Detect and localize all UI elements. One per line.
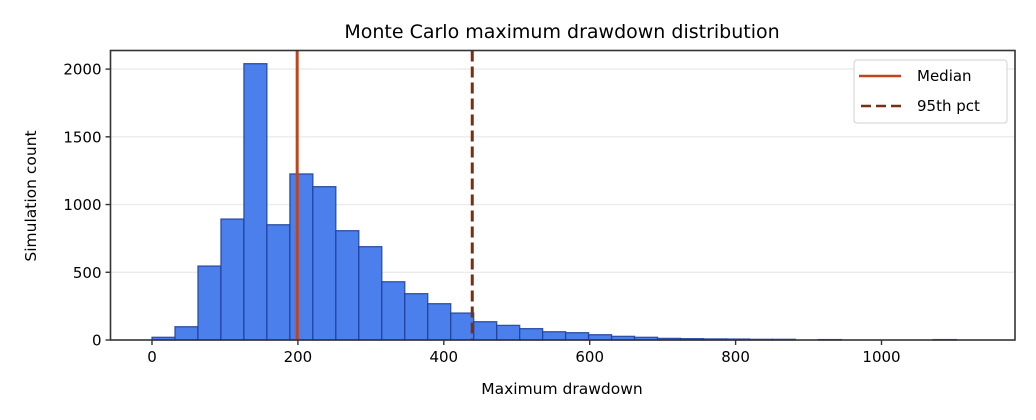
histogram-bar (450, 312, 475, 341)
histogram-bar (358, 246, 383, 341)
y-axis-ticks: 0 500 1000 1500 2000 (63, 61, 111, 350)
histogram-bar (335, 230, 360, 341)
histogram-bar (473, 321, 498, 341)
x-tick-label: 600 (575, 348, 604, 366)
plot-frame (109, 49, 1016, 341)
y-tick-label: 2000 (63, 61, 101, 79)
histogram-bar (243, 63, 268, 341)
histogram-bar (312, 186, 337, 341)
histogram-bar (289, 173, 314, 341)
x-tick-label: 800 (721, 348, 750, 366)
histogram-bar (541, 331, 567, 341)
x-axis-label: Maximum drawdown (481, 380, 643, 398)
legend-p95-label: 95th pct (917, 97, 980, 115)
reference-lines (295, 50, 474, 340)
histogram-bar (197, 265, 222, 341)
histogram-bar (266, 224, 291, 341)
y-tick-label: 0 (92, 332, 102, 350)
histogram-bars (151, 63, 957, 341)
x-tick-label: 1000 (862, 348, 900, 366)
legend-median-label: Median (917, 67, 972, 85)
x-tick-label: 400 (429, 348, 458, 366)
legend: Median 95th pct (853, 59, 1008, 124)
histogram-bar (220, 218, 245, 341)
x-tick-label: 0 (147, 348, 157, 366)
histogram-bar (564, 332, 590, 341)
chart-title: Monte Carlo maximum drawdown distributio… (344, 21, 779, 43)
histogram-bar (381, 281, 406, 341)
histogram-bar (496, 324, 521, 341)
histogram-bar (427, 303, 452, 341)
y-tick-label: 500 (73, 264, 102, 282)
histogram-bar (404, 293, 429, 341)
y-tick-label: 1500 (63, 128, 101, 146)
histogram-bar (519, 327, 544, 341)
y-tick-label: 1000 (63, 196, 101, 214)
y-axis-label: Simulation count (22, 130, 40, 261)
histogram-bar (174, 326, 199, 341)
x-tick-label: 200 (284, 348, 313, 366)
x-axis-ticks: 0 200 400 600 800 1000 (147, 340, 901, 366)
